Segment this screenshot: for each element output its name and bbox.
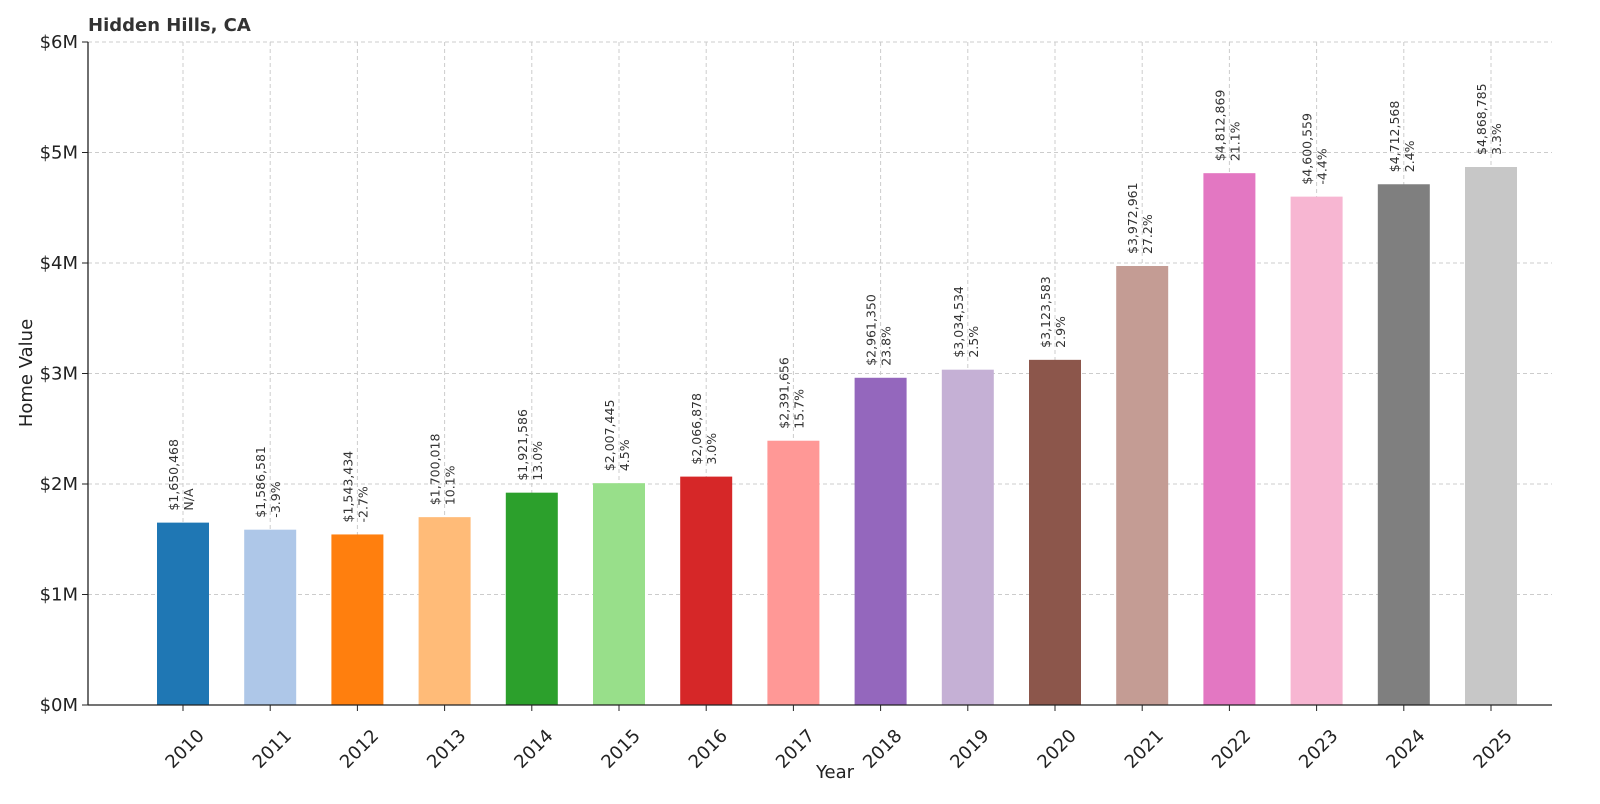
bars — [157, 166, 1517, 705]
bar-2022 — [1203, 173, 1256, 705]
bar-2012 — [331, 534, 384, 705]
bar-2010 — [157, 522, 209, 705]
bar-value-label: $4,712,568 — [1387, 101, 1402, 173]
bar-value-label: $1,700,018 — [428, 434, 443, 506]
x-tick-label: 2017 — [772, 725, 819, 772]
x-tick-label: 2024 — [1382, 725, 1429, 772]
bar-change-label: -4.4% — [1315, 148, 1330, 184]
bar-value-label: $1,650,468 — [166, 439, 181, 511]
bar-2021 — [1116, 265, 1169, 705]
bar-2024 — [1377, 184, 1430, 705]
x-tick-label: 2010 — [161, 725, 208, 772]
x-tick-label: 2019 — [946, 725, 993, 772]
y-tick-label: $6M — [40, 32, 78, 53]
x-tick-label: 2022 — [1208, 725, 1255, 772]
bar-change-label: 4.5% — [617, 439, 632, 471]
bar-2016 — [680, 476, 733, 705]
bar-change-label: 3.3% — [1489, 123, 1504, 155]
bar-2011 — [244, 529, 297, 705]
bar-change-label: -3.9% — [268, 481, 283, 517]
y-ticks: $0M $1M $2M $3M $4M $5M $6M — [40, 32, 88, 716]
bar-2015 — [593, 483, 645, 705]
y-tick-label: $1M — [40, 585, 78, 606]
bar-value-label: $4,600,559 — [1300, 113, 1315, 185]
bar-value-label: $2,066,878 — [689, 393, 704, 465]
x-tick-label: 2012 — [336, 725, 383, 772]
x-tick-label: 2023 — [1295, 725, 1342, 772]
bar-value-label: $3,972,961 — [1125, 182, 1140, 254]
bar-value-label: $1,543,434 — [340, 451, 355, 523]
bar-value-label: $2,391,656 — [776, 357, 791, 429]
bar-change-label: 23.8% — [879, 326, 894, 366]
bar-change-label: 10.1% — [443, 465, 458, 505]
bar-2017 — [767, 440, 820, 705]
bar-2013 — [418, 517, 471, 705]
x-tick-label: 2013 — [423, 725, 470, 772]
bar-value-label: $3,034,534 — [951, 286, 966, 358]
y-tick-label: $2M — [40, 474, 78, 495]
y-tick-label: $5M — [40, 143, 78, 164]
x-tick-label: 2015 — [597, 725, 644, 772]
x-axis-title: Year — [815, 762, 855, 783]
bar-labels: $1,650,468 N/A $1,586,581 -3.9% $1,543,434 -2… — [166, 83, 1504, 522]
bar-value-label: $2,007,445 — [602, 400, 617, 472]
y-axis-title: Home Value — [16, 319, 37, 427]
bar-2019 — [941, 369, 994, 705]
bar-2023 — [1290, 196, 1343, 705]
y-tick-label: $3M — [40, 364, 78, 385]
x-tick-label: 2014 — [510, 725, 557, 772]
x-tick-label: 2011 — [249, 725, 296, 772]
bar-change-label: 27.2% — [1140, 214, 1155, 254]
x-tick-label: 2021 — [1121, 725, 1168, 772]
bar-2014 — [505, 492, 558, 705]
bar-value-label: $4,812,869 — [1212, 90, 1227, 162]
bar-change-label: 13.0% — [530, 441, 545, 481]
bar-change-label: N/A — [181, 488, 196, 511]
bar-value-label: $1,586,581 — [253, 446, 268, 518]
y-tick-label: $4M — [40, 253, 78, 274]
bar-2025 — [1465, 166, 1517, 705]
bar-value-label: $1,921,586 — [515, 409, 530, 481]
x-tick-label: 2018 — [859, 725, 906, 772]
bar-change-label: 2.5% — [966, 326, 981, 358]
bar-2020 — [1029, 359, 1081, 705]
bar-change-label: 2.9% — [1053, 316, 1068, 348]
y-tick-label: $0M — [40, 695, 78, 716]
bar-2018 — [854, 377, 907, 705]
bar-change-label: 2.4% — [1402, 140, 1417, 172]
bar-value-label: $4,868,785 — [1474, 83, 1489, 155]
x-tick-label: 2016 — [685, 725, 732, 772]
bar-value-label: $3,123,583 — [1038, 276, 1053, 348]
bar-value-label: $2,961,350 — [864, 294, 879, 366]
x-tick-label: 2025 — [1469, 725, 1516, 772]
bar-change-label: 15.7% — [791, 389, 806, 429]
chart-title: Hidden Hills, CA — [88, 15, 251, 36]
bar-change-label: 21.1% — [1227, 121, 1242, 161]
bar-change-label: -2.7% — [355, 486, 370, 522]
bar-change-label: 3.0% — [704, 433, 719, 465]
x-tick-label: 2020 — [1033, 725, 1080, 772]
